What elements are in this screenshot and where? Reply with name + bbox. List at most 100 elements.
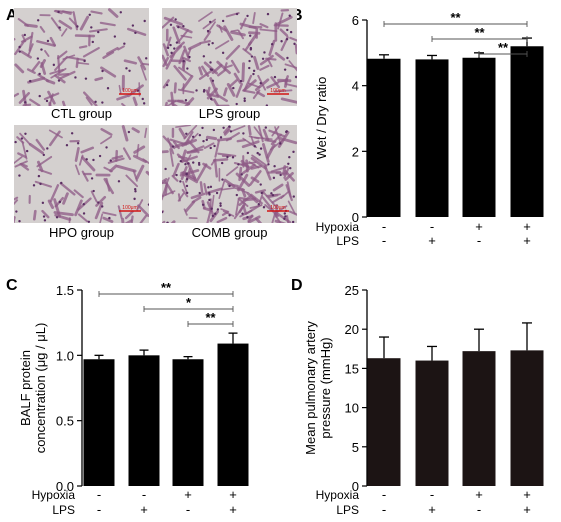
tissue-strand bbox=[164, 101, 168, 106]
tissue-strand bbox=[164, 182, 169, 196]
nucleus bbox=[90, 26, 93, 29]
y-tick-label: 1.0 bbox=[56, 348, 74, 363]
nucleus bbox=[235, 193, 239, 197]
nucleus bbox=[209, 61, 212, 64]
tissue-strand bbox=[94, 201, 104, 220]
tissue-strand bbox=[217, 68, 227, 77]
tissue-strand bbox=[223, 128, 231, 136]
tissue-strand bbox=[74, 146, 80, 162]
nucleus bbox=[39, 182, 42, 186]
tissue-strand bbox=[235, 198, 240, 216]
tissue-strand bbox=[243, 74, 253, 91]
nucleus bbox=[23, 33, 26, 37]
tissue-strand bbox=[106, 46, 119, 55]
factor-level: + bbox=[475, 219, 483, 234]
tissue-strand bbox=[43, 92, 60, 101]
nucleus bbox=[241, 212, 244, 215]
nucleus bbox=[261, 57, 265, 61]
tissue-strand bbox=[198, 70, 213, 80]
tissue-strand bbox=[116, 94, 129, 101]
tissue-strand bbox=[280, 190, 290, 199]
tissue-strand bbox=[162, 220, 166, 223]
tissue-strand bbox=[230, 59, 240, 74]
tissue-strand bbox=[205, 135, 218, 141]
tissue-strand bbox=[279, 28, 289, 37]
factor-level: - bbox=[186, 502, 190, 517]
tissue-strand bbox=[277, 12, 284, 30]
tissue-strands bbox=[162, 125, 297, 223]
tissue-strand bbox=[99, 21, 116, 27]
nucleus bbox=[15, 210, 18, 213]
nucleus bbox=[18, 174, 21, 177]
tissue-strand bbox=[262, 128, 270, 142]
tissue-strand bbox=[95, 195, 107, 207]
tissue-strand bbox=[26, 68, 36, 74]
tissue-strand bbox=[246, 191, 259, 204]
factor-label: LPS bbox=[336, 234, 359, 248]
tissue-strand bbox=[259, 28, 278, 33]
nucleus bbox=[273, 165, 276, 168]
nucleus bbox=[215, 191, 219, 195]
tissue-strand bbox=[78, 45, 88, 49]
nucleus bbox=[20, 137, 24, 140]
tissue-strand bbox=[218, 24, 223, 33]
tissue-strand bbox=[273, 89, 293, 93]
tissue-strand bbox=[203, 182, 208, 196]
nucleus bbox=[109, 159, 112, 162]
tissue-strands bbox=[14, 125, 149, 223]
tissue-strand bbox=[242, 204, 248, 216]
nucleus bbox=[179, 180, 182, 183]
y-tick-label: 15 bbox=[345, 361, 359, 376]
tissue-strand bbox=[181, 60, 186, 69]
nucleus bbox=[32, 184, 36, 187]
nucleus bbox=[192, 161, 195, 164]
tissue-strand bbox=[56, 50, 68, 60]
nucleus bbox=[162, 210, 164, 214]
tissue-strand bbox=[169, 44, 183, 58]
nucleus bbox=[228, 125, 231, 128]
tissue-strand bbox=[217, 152, 237, 157]
tissue-strand bbox=[214, 139, 220, 158]
factor-level: + bbox=[140, 502, 148, 517]
tissue-strand bbox=[145, 170, 149, 176]
nucleus bbox=[82, 212, 86, 215]
tissue-strand bbox=[74, 164, 80, 176]
nucleus bbox=[221, 51, 225, 55]
tissue-strand bbox=[41, 209, 50, 219]
nucleus bbox=[134, 31, 137, 35]
tissue-strand bbox=[14, 156, 23, 165]
nucleus bbox=[294, 75, 297, 79]
y-tick-label: 6 bbox=[352, 13, 359, 28]
tissue-strand bbox=[48, 129, 63, 139]
tissue-strand bbox=[162, 190, 176, 198]
nucleus bbox=[219, 202, 222, 205]
micrograph-4: 100μm COMB group bbox=[162, 125, 297, 240]
nucleus bbox=[76, 142, 80, 145]
bar bbox=[367, 58, 401, 217]
nucleus bbox=[259, 183, 262, 186]
nucleus bbox=[279, 173, 282, 177]
tissue-strand bbox=[180, 166, 188, 180]
nucleus bbox=[220, 161, 224, 165]
tissue-strand bbox=[255, 217, 263, 223]
tissue-strand bbox=[183, 125, 198, 140]
nucleus bbox=[141, 97, 144, 101]
tissue-strands bbox=[14, 8, 149, 106]
factor-label: LPS bbox=[336, 503, 359, 517]
tissue-strand bbox=[77, 213, 89, 223]
tissue-strand bbox=[207, 21, 216, 34]
nucleus bbox=[173, 47, 176, 50]
nucleus bbox=[87, 220, 91, 223]
tissue-strand bbox=[132, 154, 148, 164]
nucleus bbox=[219, 204, 222, 208]
nucleus bbox=[191, 135, 195, 138]
y-axis-label: Mean pulmonary arterypressure (mmHg) bbox=[303, 321, 333, 455]
tissue-strand bbox=[247, 125, 252, 136]
tissue-strand bbox=[216, 60, 231, 75]
nucleus bbox=[24, 132, 27, 136]
panel-label-c: C bbox=[6, 277, 18, 294]
nucleus bbox=[60, 181, 63, 185]
tissue-strand bbox=[274, 52, 286, 61]
nucleus bbox=[201, 203, 205, 206]
nucleus bbox=[221, 178, 224, 181]
